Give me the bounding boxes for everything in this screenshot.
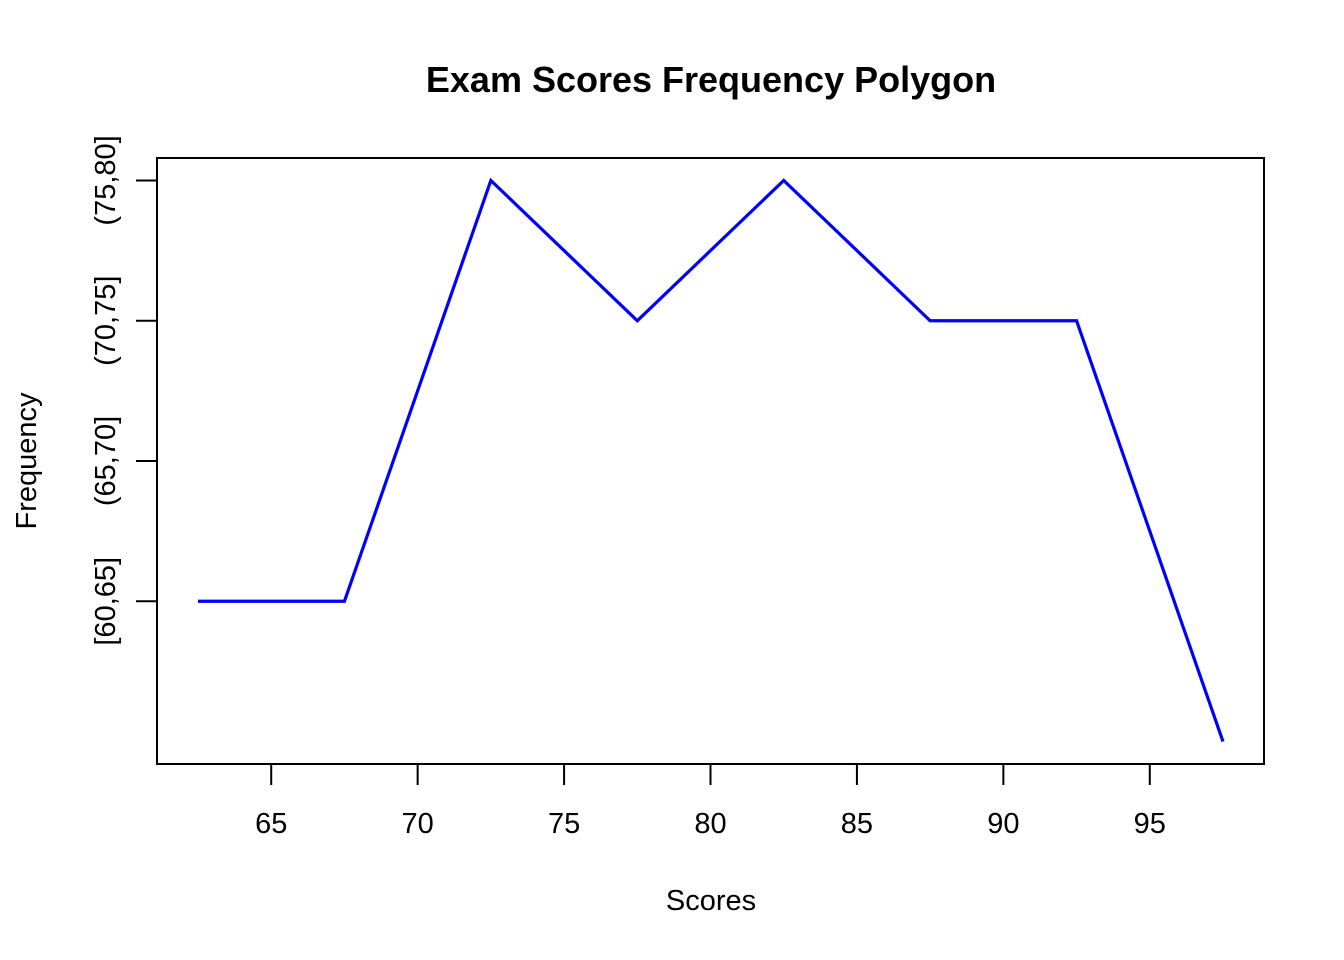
x-tick-label: 75	[548, 808, 580, 840]
x-tick-label: 85	[841, 808, 873, 840]
x-tick-label: 70	[402, 808, 434, 840]
y-axis-label: Frequency	[11, 392, 43, 530]
x-tick-label: 80	[694, 808, 726, 840]
y-tick-label: (75,80]	[90, 135, 122, 225]
y-axis: [60,65] (65,70] (70,75] (75,80]	[90, 135, 157, 646]
y-tick-label: (70,75]	[90, 276, 122, 366]
y-tick-label: [60,65]	[90, 557, 122, 646]
series-group	[198, 177, 1225, 743]
x-tick-label: 65	[255, 808, 287, 840]
y-tick-label: (65,70]	[90, 416, 122, 506]
x-axis: 65 70 75 80 85 90 95	[255, 764, 1166, 840]
x-tick-label: 95	[1134, 808, 1166, 840]
series-line	[198, 177, 1225, 743]
x-tick-label: 90	[987, 808, 1019, 840]
x-axis-label: Scores	[666, 885, 756, 917]
chart-title: Exam Scores Frequency Polygon	[426, 59, 996, 100]
